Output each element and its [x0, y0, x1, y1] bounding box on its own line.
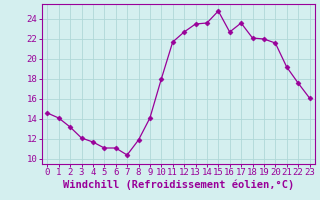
X-axis label: Windchill (Refroidissement éolien,°C): Windchill (Refroidissement éolien,°C) — [63, 180, 294, 190]
